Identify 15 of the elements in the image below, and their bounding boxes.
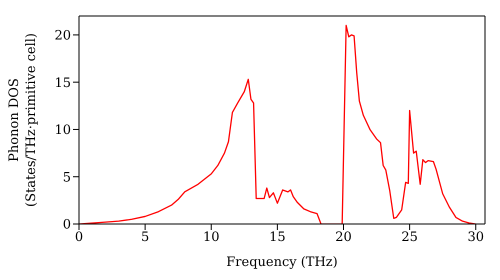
line-series — [79, 24, 476, 224]
x-tick-label: 25 — [401, 230, 418, 246]
y-tick-label: 5 — [62, 170, 71, 186]
y-tick-label: 0 — [62, 218, 71, 233]
x-tick-label: 15 — [269, 230, 286, 246]
y-axis-title: Phonon DOS (States/THz·primitive cell) — [7, 32, 39, 208]
y-tick-label: 10 — [54, 123, 71, 138]
x-tick-label: 10 — [202, 230, 220, 246]
y-tick-label: 20 — [54, 28, 71, 44]
x-tick-label: 30 — [467, 230, 484, 246]
x-tick-label: 5 — [140, 230, 150, 246]
y-tick-label: 15 — [54, 76, 71, 91]
x-tick-label: 20 — [335, 230, 352, 246]
x-axis-title: Frequency (THz) — [226, 255, 338, 270]
x-tick-label: 0 — [74, 230, 84, 246]
